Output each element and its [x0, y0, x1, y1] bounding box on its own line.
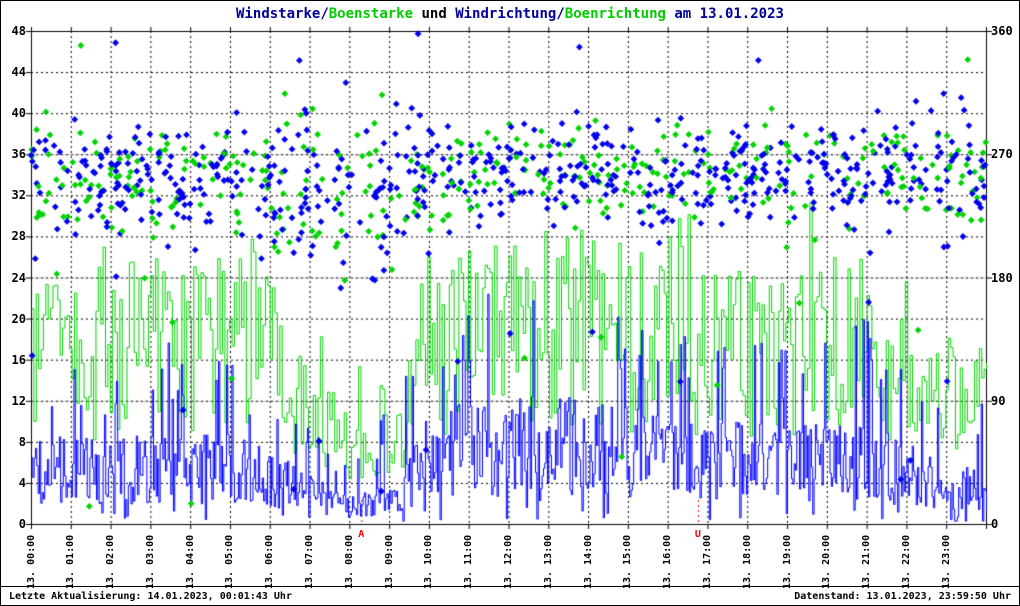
x-axis-time-label: 13. 03:00: [144, 534, 156, 589]
title-boenrichtung: Boenrichtung: [564, 6, 666, 22]
x-axis-time-label: 13. 00:00: [25, 534, 37, 589]
last-update-text: Letzte Aktualisierung: 14.01.2023, 00:01…: [9, 591, 292, 602]
x-axis-time-label: 13. 15:00: [622, 534, 634, 589]
sun-set-marker-label: U: [694, 529, 701, 540]
y-axis-right-tick-label: 360: [991, 24, 1013, 38]
y-axis-right-tick-label: 180: [991, 270, 1013, 285]
title-date: am 13.01.2023: [665, 6, 784, 22]
chart-title: Windstarke/Boenstarke und Windrichtung/B…: [1, 6, 1019, 22]
x-axis-time-label: 13. 13:00: [542, 534, 554, 589]
y-axis-left-tick-label: 16: [11, 352, 26, 367]
x-axis-time-label: 13. 01:00: [65, 534, 77, 589]
x-axis-time-label: 13. 16:00: [662, 534, 674, 589]
y-axis-right-tick-label: 270: [991, 147, 1013, 162]
x-axis-time-label: 13. 12:00: [503, 534, 514, 589]
sun-rise-marker-label: A: [358, 529, 365, 540]
y-axis-left-tick-label: 24: [11, 270, 26, 285]
y-axis-left-tick-label: 28: [11, 229, 26, 244]
x-axis-time-label: 13. 22:00: [900, 534, 912, 589]
title-und: und: [413, 6, 456, 22]
x-axis-time-label: 13. 06:00: [264, 534, 276, 589]
y-axis-left-tick-label: 32: [11, 188, 26, 203]
x-axis-time-label: 13. 20:00: [821, 534, 833, 589]
y-axis-left-tick-label: 44: [11, 65, 26, 80]
y-axis-left-tick-label: 4: [18, 475, 26, 490]
x-axis-time-label: 13. 08:00: [343, 534, 355, 589]
x-axis-time-label: 13. 23:00: [940, 534, 952, 589]
x-axis-time-label: 13. 14:00: [582, 534, 594, 589]
y-axis-left-tick-label: 40: [11, 106, 26, 121]
y-axis-left-tick-label: 8: [18, 434, 26, 449]
title-windstarke: Windstarke/: [236, 6, 329, 22]
x-axis-time-label: 13. 19:00: [781, 534, 793, 589]
x-axis-time-label: 13. 10:00: [423, 534, 435, 589]
data-timestamp-text: Datenstand: 13.01.2023, 23:59:50 Uhr: [794, 591, 1011, 602]
title-windrichtung: Windrichtung/: [455, 6, 565, 22]
y-axis-left-tick-label: 48: [11, 24, 26, 38]
y-axis-left-tick-label: 36: [11, 147, 26, 162]
x-axis-time-label: 13. 11:00: [463, 534, 475, 589]
y-axis-left-tick-label: 20: [11, 311, 26, 326]
footer-bar: Letzte Aktualisierung: 14.01.2023, 00:01…: [1, 586, 1019, 605]
x-axis-time-label: 13. 04:00: [184, 534, 196, 589]
y-axis-right-tick-label: 90: [991, 393, 1006, 408]
x-axis-time-label: 13. 05:00: [224, 534, 236, 589]
title-boenstarke: Boenstarke: [328, 6, 414, 22]
x-axis-time-label: 13. 02:00: [105, 534, 117, 589]
x-axis-time-label: 13. 07:00: [304, 534, 316, 589]
x-axis-time-label: 13. 21:00: [861, 534, 873, 589]
y-axis-left-tick-label: 12: [11, 393, 26, 408]
y-axis-right-tick-label: 0: [991, 517, 999, 531]
x-axis-time-label: 13. 18:00: [741, 534, 753, 589]
y-axis-left-tick-label: 0: [18, 517, 26, 531]
x-axis-time-label: 13. 09:00: [383, 534, 395, 589]
